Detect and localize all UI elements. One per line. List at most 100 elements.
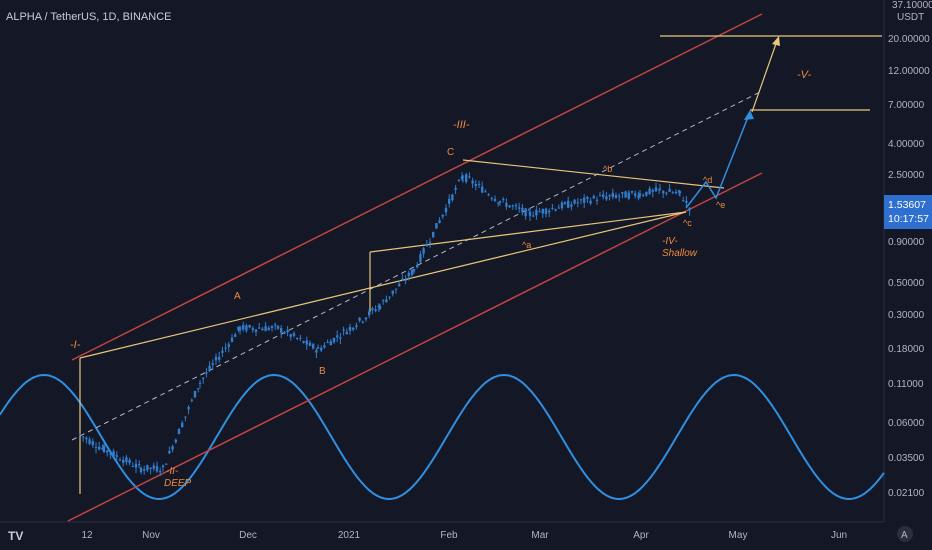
candle-body xyxy=(532,215,535,217)
candle-body xyxy=(407,272,410,277)
candle-body xyxy=(237,326,240,331)
candle-body xyxy=(634,193,637,196)
candle-body xyxy=(460,176,464,180)
candle-body xyxy=(589,200,592,204)
candle-body xyxy=(541,208,544,214)
candle-body xyxy=(419,254,422,262)
candle-body xyxy=(505,202,508,207)
time-tick-label: Dec xyxy=(239,530,257,541)
candle-body xyxy=(511,205,514,207)
candle-body xyxy=(336,335,339,338)
price-tick-label: 12.00000 xyxy=(888,66,930,77)
candle-body xyxy=(152,465,155,469)
candle-body xyxy=(205,372,208,374)
candle-body xyxy=(521,207,524,212)
candle-body xyxy=(181,422,184,428)
candle-body xyxy=(149,467,152,469)
candle-body xyxy=(283,332,286,334)
candle-body xyxy=(416,264,419,268)
candle-body xyxy=(358,317,361,321)
candle-body xyxy=(352,327,355,330)
candle-body xyxy=(497,202,500,204)
tradingview-logo: TV xyxy=(8,529,23,543)
candle-body xyxy=(345,331,348,335)
candle-body xyxy=(138,464,141,466)
price-tick-label: 20.00000 xyxy=(888,34,930,45)
candle-body xyxy=(134,463,138,468)
current-price-badge xyxy=(884,195,932,229)
candle-body xyxy=(538,211,541,213)
candle-body xyxy=(316,347,320,349)
candle-body xyxy=(230,337,234,342)
candle-body xyxy=(425,244,428,247)
price-tick-label: 0.90000 xyxy=(888,237,925,248)
candle-body xyxy=(527,209,530,211)
candle-body xyxy=(614,194,618,198)
candle-body xyxy=(245,325,248,331)
wave-a-label: A xyxy=(234,291,241,302)
candle-body xyxy=(174,439,177,443)
price-axis[interactable]: 37.10000 USDT 20.00000 12.00000 7.00000 4.0… xyxy=(888,0,932,499)
channel-upper-line xyxy=(71,13,763,361)
candle-body xyxy=(481,186,484,193)
candle-body xyxy=(514,205,518,207)
candle-body xyxy=(106,450,109,453)
candle-body xyxy=(654,187,658,192)
candle-body xyxy=(143,469,146,471)
candle-body xyxy=(595,199,599,201)
candle-body xyxy=(688,207,691,211)
candle-body xyxy=(276,325,280,329)
triangle-d-label: ^d xyxy=(703,175,712,185)
candle-body xyxy=(118,459,122,461)
candle-body xyxy=(454,187,457,190)
candle-body xyxy=(428,242,432,244)
candle-body xyxy=(312,344,315,349)
candle-body xyxy=(171,446,174,450)
time-axis[interactable]: 12 Nov Dec 2021 Feb Mar Apr May Jun xyxy=(81,530,847,541)
candle-body xyxy=(248,324,251,328)
price-tick-label: 0.30000 xyxy=(888,310,925,321)
candle-body xyxy=(401,278,404,280)
projection-path xyxy=(685,111,751,209)
candle-body xyxy=(112,451,115,457)
triangle-e-label: ^e xyxy=(716,200,725,210)
time-tick-label: Mar xyxy=(531,530,549,541)
wave-i-label: -I- xyxy=(70,339,81,351)
candle-body xyxy=(161,465,165,468)
candle-body xyxy=(583,197,586,203)
candle-body xyxy=(618,195,621,197)
time-tick-label: Nov xyxy=(142,530,160,541)
candle-body xyxy=(451,194,454,201)
candle-body xyxy=(671,192,674,194)
candle-body xyxy=(435,223,438,229)
auto-scale-icon: A xyxy=(901,530,908,541)
candle-body xyxy=(88,439,91,444)
countdown-label: 10:17:57 xyxy=(888,213,929,225)
wave-v-arrowhead xyxy=(772,36,780,46)
candle-body xyxy=(394,288,398,290)
candle-body xyxy=(355,325,358,327)
candle-body xyxy=(658,188,662,190)
candle-body xyxy=(264,326,267,332)
cycle-sine-wave xyxy=(0,373,885,500)
candle-body xyxy=(202,377,205,379)
candle-body xyxy=(468,176,471,178)
auto-scale-button[interactable] xyxy=(897,526,913,542)
candle-body xyxy=(611,192,614,198)
channel-lower-line xyxy=(67,172,763,522)
candle-body xyxy=(308,342,312,346)
candle-body xyxy=(168,450,171,454)
candle-body xyxy=(576,202,579,204)
candle-body xyxy=(208,365,211,370)
price-tick-label: 0.06000 xyxy=(888,418,925,429)
candle-body xyxy=(214,356,218,361)
candle-body xyxy=(648,188,651,195)
candle-body xyxy=(627,192,630,199)
time-tick-label: May xyxy=(729,530,748,541)
candle-body xyxy=(280,328,283,333)
price-tick-label: 0.11000 xyxy=(888,379,924,390)
candle-body xyxy=(563,202,567,204)
candle-body xyxy=(662,190,665,194)
